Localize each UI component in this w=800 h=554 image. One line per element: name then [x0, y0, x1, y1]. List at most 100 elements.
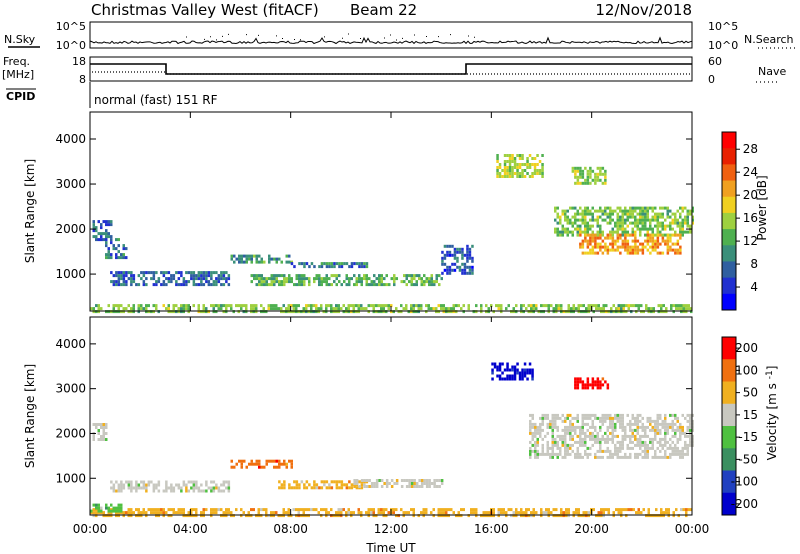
- colorbar-tick-label: 4: [750, 280, 758, 294]
- velocity-ylabel: Slant Range [km]: [23, 364, 37, 468]
- colorbar-segment: [722, 403, 736, 427]
- colorbar-segment: [722, 426, 736, 449]
- station-title: Christmas Valley West (fitACF): [91, 1, 319, 19]
- freq-label: Freq.: [3, 55, 30, 68]
- freq-tick-high: 18: [72, 55, 86, 68]
- y-tick-label: 1000: [55, 267, 86, 281]
- nsky-tick-high: 10^5: [56, 20, 86, 33]
- colorbar-tick-label: 200: [735, 341, 758, 355]
- colorbar-segment: [722, 337, 736, 360]
- y-tick-label: 2000: [55, 222, 86, 236]
- x-tick-label: 12:00: [374, 522, 409, 536]
- power-y-axis: 1000 2000 3000 4000: [55, 132, 692, 281]
- freq-tick-low: 8: [79, 73, 86, 86]
- power-region-2: [105, 238, 128, 260]
- colorbar-segment: [722, 164, 736, 182]
- colorbar-tick-label: 8: [750, 257, 758, 271]
- colorbar-segment: [722, 229, 736, 246]
- colorbar-segment: [722, 148, 736, 165]
- colorbar-tick-label: 20: [743, 188, 758, 202]
- power-ylabel: Slant Range [km]: [23, 159, 37, 263]
- power-colorbar: 4 8 12 16 20 24 28: [721, 131, 758, 311]
- cpid-value: normal (fast) 151 RF: [94, 93, 218, 107]
- y-tick-label: 3000: [55, 382, 86, 396]
- nave-dots: [92, 71, 692, 75]
- time-axis: 00:00 04:00 08:00 12:00 16:00 20:00 00:00: [73, 112, 710, 536]
- colorbar-tick-label: -15: [738, 430, 758, 444]
- colorbar-segment: [722, 293, 736, 311]
- colorbar-tick-label: 28: [743, 142, 758, 156]
- y-tick-label: 1000: [55, 471, 86, 485]
- nsearch-tick-low: 10^0: [708, 39, 738, 52]
- nsearch-label: N.Search: [744, 33, 794, 46]
- power-region-8: [496, 154, 544, 178]
- colorbar-segment: [722, 212, 736, 230]
- colorbar-segment: [722, 381, 736, 405]
- power-region-10: [554, 206, 694, 237]
- velocity-region-6: [353, 479, 444, 488]
- colorbar-tick-label: 12: [743, 234, 758, 248]
- noise-strip-frame: [89, 21, 693, 49]
- y-tick-label: 2000: [55, 426, 86, 440]
- colorbar-segment: [722, 180, 736, 198]
- colorbar-tick-label: -200: [731, 497, 758, 511]
- x-tick-label: 00:00: [73, 522, 108, 536]
- x-tick-label: 00:00: [675, 522, 710, 536]
- colorbar-tick-label: 16: [743, 211, 758, 225]
- colorbar-segment: [722, 492, 736, 516]
- velocity-region-9: [529, 413, 694, 459]
- colorbar-tick-label: 24: [743, 165, 758, 179]
- velocity-y-axis: 1000 2000 3000 4000: [55, 337, 692, 485]
- power-colorbar-label: Power [dB]: [755, 175, 769, 240]
- power-region-6: [290, 262, 369, 269]
- time-axis-label: Time UT: [365, 541, 416, 554]
- power-heatmap: [90, 154, 694, 314]
- power-region-1: [92, 220, 113, 242]
- colorbar-tick-label: -100: [731, 475, 758, 489]
- nave-tick-high: 60: [708, 55, 722, 68]
- nsky-trace: [89, 36, 693, 45]
- nave-label: Nave: [758, 65, 786, 78]
- cpid-label: CPID: [6, 90, 35, 103]
- colorbar-segment: [722, 132, 736, 149]
- power-region-3: [110, 271, 231, 287]
- colorbar-segment: [722, 277, 736, 295]
- velocity-region-4: [230, 459, 293, 469]
- x-tick-label: 16:00: [474, 522, 509, 536]
- velocity-region-3: [110, 480, 231, 493]
- nave-tick-low: 0: [708, 73, 715, 86]
- colorbar-frame: [721, 131, 737, 311]
- velocity-region-2: [92, 423, 108, 441]
- velocity-region-1: [90, 503, 123, 513]
- y-tick-label: 4000: [55, 132, 86, 146]
- colorbar-tick-label: 15: [743, 408, 758, 422]
- nsearch-dots: [186, 33, 475, 41]
- nsky-label: N.Sky: [4, 33, 36, 46]
- freq-trace: [90, 63, 692, 75]
- colorbar-tick-label: 50: [743, 386, 758, 400]
- velocity-colorbar: 200 100 50 15 -15 -50 -100 -200: [721, 336, 758, 516]
- velocity-region-7: [491, 362, 534, 381]
- velocity-heatmap: [90, 362, 694, 518]
- colorbar-frame: [721, 336, 737, 516]
- power-region-7: [441, 244, 474, 275]
- velocity-region-8: [574, 377, 610, 390]
- colorbar-segment: [722, 261, 736, 279]
- colorbar-tick-label: 100: [735, 363, 758, 377]
- colorbar-segment: [722, 448, 736, 471]
- x-tick-label: 20:00: [574, 522, 609, 536]
- colorbar-segment: [722, 470, 736, 494]
- velocity-region-5: [278, 480, 369, 490]
- power-region-9: [571, 166, 607, 185]
- y-tick-label: 4000: [55, 337, 86, 351]
- power-region-0: [90, 304, 693, 314]
- velocity-colorbar-label: Velocity [m s -1]: [765, 366, 779, 461]
- date-label: 12/Nov/2018: [595, 1, 692, 19]
- power-region-11: [579, 233, 682, 255]
- colorbar-segment: [722, 359, 736, 382]
- colorbar-tick-label: -50: [738, 452, 758, 466]
- nsky-tick-low: 10^0: [56, 39, 86, 52]
- x-tick-label: 08:00: [273, 522, 308, 536]
- freq-strip-frame: [89, 56, 693, 82]
